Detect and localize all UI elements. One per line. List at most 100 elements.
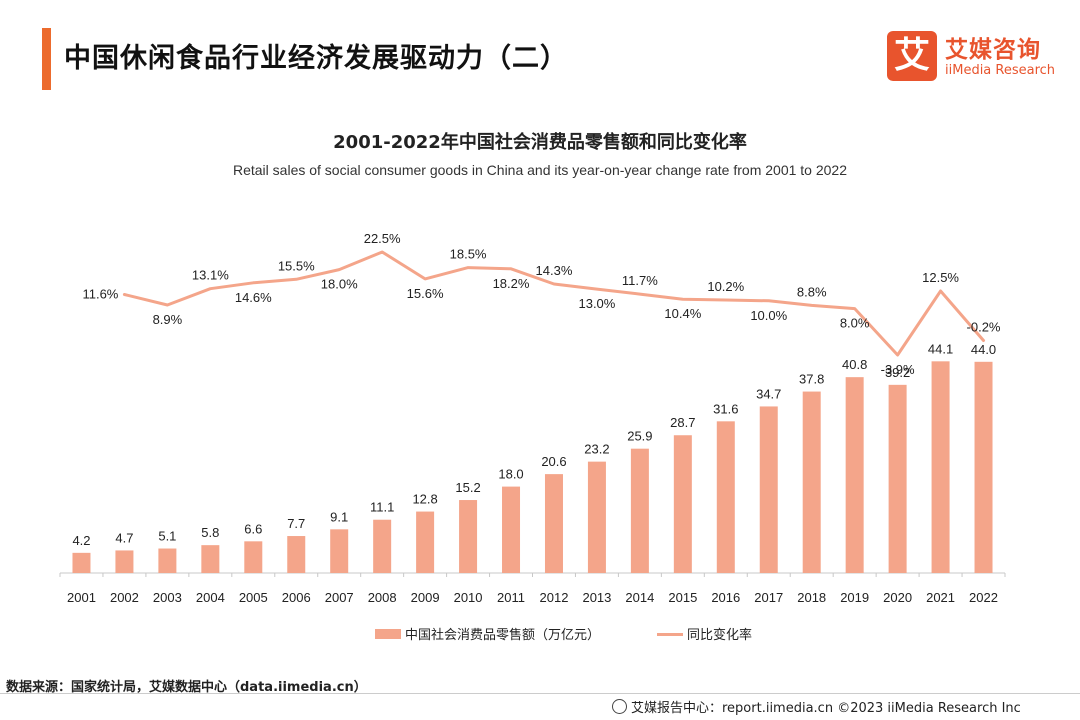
- bar-2018: [802, 391, 821, 573]
- rate-label-2004: 13.1%: [192, 268, 229, 283]
- rate-label-2009: 15.6%: [407, 286, 444, 301]
- bar-2014: [630, 448, 649, 573]
- bar-label-2011: 18.0: [498, 467, 523, 482]
- logo-cn-text: 艾媒咨询: [945, 37, 1041, 63]
- footer-divider: [0, 693, 1080, 694]
- bar-label-2017: 34.7: [756, 386, 781, 401]
- rate-label-2008: 22.5%: [364, 231, 401, 246]
- page-title: 中国休闲食品行业经济发展驱动力（二）: [64, 43, 568, 74]
- x-tick-label-2006: 2006: [282, 590, 311, 605]
- bar-2017: [759, 406, 778, 573]
- rate-label-2005: 14.6%: [235, 290, 272, 305]
- title-accent-bar: [42, 28, 51, 90]
- rate-label-2011: 18.2%: [493, 276, 530, 291]
- x-tick-label-2007: 2007: [325, 590, 354, 605]
- logo-en-text: iiMedia Research: [945, 63, 1056, 78]
- rate-label-2016: 10.2%: [707, 279, 744, 294]
- bar-label-2010: 15.2: [455, 480, 480, 495]
- x-tick-label-2001: 2001: [67, 590, 96, 605]
- bar-2015: [673, 435, 692, 573]
- rate-label-2007: 18.0%: [321, 277, 358, 292]
- bar-2019: [845, 377, 864, 573]
- bar-2013: [587, 461, 606, 573]
- bar-label-2015: 28.7: [670, 415, 695, 430]
- x-tick-label-2012: 2012: [540, 590, 569, 605]
- bar-label-2004: 5.8: [201, 525, 219, 540]
- bar-2002: [115, 550, 134, 573]
- chart-title: 2001-2022年中国社会消费品零售额和同比变化率: [333, 132, 747, 153]
- bar-2008: [373, 519, 392, 573]
- bar-2003: [158, 548, 177, 573]
- x-tick-label-2002: 2002: [110, 590, 139, 605]
- x-tick-label-2010: 2010: [454, 590, 483, 605]
- x-tick-label-2020: 2020: [883, 590, 912, 605]
- legend-bar-label: 中国社会消费品零售额（万亿元）: [405, 628, 601, 643]
- x-tick-label-2005: 2005: [239, 590, 268, 605]
- bar-label-2013: 23.2: [584, 442, 609, 457]
- bar-label-2003: 5.1: [158, 529, 176, 544]
- rate-label-2018: 8.8%: [797, 284, 827, 299]
- bar-label-2007: 9.1: [330, 509, 348, 524]
- bar-label-2022: 44.0: [971, 342, 996, 357]
- bar-2010: [459, 500, 478, 573]
- rate-label-2002: 11.6%: [82, 287, 118, 302]
- x-tick-label-2003: 2003: [153, 590, 182, 605]
- rate-label-2021: 12.5%: [922, 270, 959, 285]
- x-tick-label-2009: 2009: [411, 590, 440, 605]
- x-tick-label-2013: 2013: [582, 590, 611, 605]
- rate-label-2003: 8.9%: [153, 312, 183, 327]
- bar-label-2018: 37.8: [799, 372, 824, 387]
- bar-label-2014: 25.9: [627, 429, 652, 444]
- x-tick-label-2019: 2019: [840, 590, 869, 605]
- logo-mark-icon: 艾: [887, 31, 937, 81]
- growth-rate-line: [122, 250, 985, 357]
- bar-2016: [716, 421, 735, 573]
- rate-label-2022: -0.2%: [967, 320, 1001, 335]
- bar-label-2006: 7.7: [287, 516, 305, 531]
- legend-bar-swatch: [375, 629, 401, 639]
- bar-label-2001: 4.2: [72, 533, 90, 548]
- x-tick-label-2011: 2011: [497, 590, 525, 605]
- rate-label-2013: 13.0%: [578, 296, 615, 311]
- data-source: 数据来源：国家统计局，艾媒数据中心（data.iimedia.cn）: [6, 680, 367, 695]
- rate-label-2015: 10.4%: [664, 306, 701, 321]
- bar-2006: [287, 536, 306, 573]
- rate-label-2010: 18.5%: [450, 247, 487, 262]
- x-tick-label-2018: 2018: [797, 590, 826, 605]
- chart-legend: 中国社会消费品零售额（万亿元） 同比变化率: [0, 623, 1080, 645]
- brand-logo: 艾 艾媒咨询 iiMedia Research: [887, 31, 1057, 81]
- x-tick-label-2015: 2015: [668, 590, 697, 605]
- rate-label-2017: 10.0%: [750, 308, 787, 323]
- bar-label-2021: 44.1: [928, 341, 953, 356]
- bar-2004: [201, 545, 220, 573]
- bar-2022: [974, 361, 993, 573]
- rate-label-2014: 11.7%: [622, 273, 658, 288]
- bar-2012: [544, 474, 563, 573]
- x-tick-label-2016: 2016: [711, 590, 740, 605]
- bar-label-2012: 20.6: [541, 454, 566, 469]
- bar-label-2005: 6.6: [244, 521, 262, 536]
- x-tick-label-2004: 2004: [196, 590, 225, 605]
- bar-label-2008: 11.1: [370, 500, 394, 515]
- bar-label-2009: 12.8: [412, 492, 437, 507]
- bar-2009: [416, 511, 435, 573]
- bar-2011: [502, 486, 521, 573]
- x-tick-label-2022: 2022: [969, 590, 998, 605]
- legend-line-label: 同比变化率: [687, 628, 753, 643]
- globe-icon: [612, 699, 627, 714]
- rate-label-2006: 15.5%: [278, 258, 315, 273]
- rate-label-2020: -3.9%: [881, 362, 915, 377]
- bar-label-2016: 31.6: [713, 401, 738, 416]
- bar-2021: [931, 361, 950, 573]
- bar-label-2002: 4.7: [115, 530, 133, 545]
- x-tick-label-2008: 2008: [368, 590, 397, 605]
- rate-label-2019: 8.0%: [840, 316, 870, 331]
- footer-label: 艾媒报告中心：report.iimedia.cn ©2023 iiMedia R…: [631, 701, 1021, 716]
- rate-label-2012: 14.3%: [536, 263, 573, 278]
- bar-2007: [330, 529, 349, 573]
- bar-2001: [72, 552, 91, 573]
- chart-subtitle: Retail sales of social consumer goods in…: [232, 162, 847, 178]
- bar-2020: [888, 384, 907, 573]
- x-tick-label-2021: 2021: [926, 590, 955, 605]
